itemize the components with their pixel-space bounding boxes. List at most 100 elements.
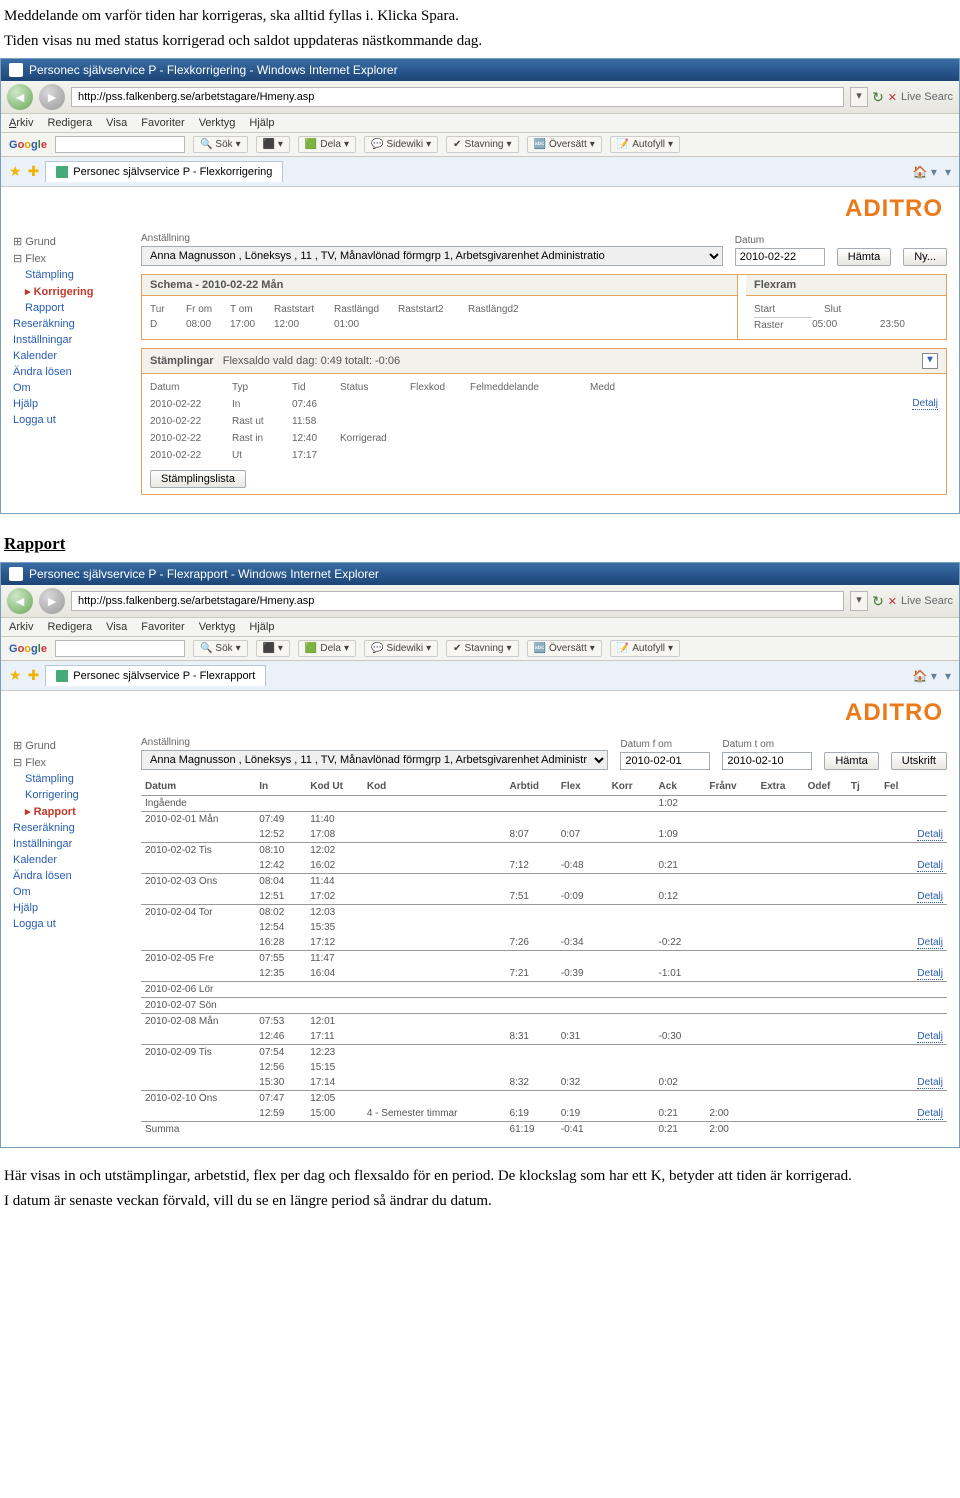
expand-icon[interactable]: ▾ (922, 353, 938, 369)
add-favorite-icon[interactable]: ✚ (28, 667, 40, 684)
detalj-link[interactable]: Detalj (917, 891, 943, 903)
sidebar-stampling[interactable]: Stämpling (25, 267, 123, 283)
hamta-button[interactable]: Hämta (837, 248, 891, 266)
address-bar[interactable] (71, 87, 844, 107)
sidebar-kalender[interactable]: Kalender (13, 852, 123, 868)
sidebar-logga-ut[interactable]: Logga ut (13, 916, 123, 932)
google-spelling-btn[interactable]: ✔ Stavning ▾ (446, 136, 518, 153)
sidebar-flex[interactable]: ⊟ Flex (13, 754, 123, 771)
detalj-link[interactable]: Detalj (917, 1077, 943, 1089)
datum-tom-input[interactable] (722, 752, 812, 770)
favorites-icon[interactable]: ★ (9, 667, 22, 684)
anstallning-select[interactable]: Anna Magnusson , Löneksys , 11 , TV, Mån… (141, 750, 608, 770)
stamplingar-panel: Stämplingar Flexsaldo vald dag: 0:49 tot… (141, 348, 947, 495)
detalj-link[interactable]: Detalj (917, 829, 943, 841)
sidebar-reserakning[interactable]: Reseräkning (13, 316, 123, 332)
stamplingslista-button[interactable]: Stämplingslista (150, 470, 246, 488)
menu-arkiv[interactable]: AArkivrkiv (9, 117, 33, 129)
detalj-link[interactable]: Detalj (917, 860, 943, 872)
sidebar-stampling[interactable]: Stämpling (25, 771, 123, 787)
menu-verktyg[interactable]: Verktyg (199, 117, 236, 129)
google-search-input[interactable] (55, 136, 185, 153)
anstallning-select[interactable]: Anna Magnusson , Löneksys , 11 , TV, Mån… (141, 246, 723, 266)
google-translate-btn[interactable]: 🔤 Översätt ▾ (527, 136, 602, 153)
detalj-link[interactable]: Detalj (917, 968, 943, 980)
google-sidewiki-btn[interactable]: 💬 Sidewiki ▾ (364, 136, 438, 153)
detalj-link[interactable]: Detalj (917, 1031, 943, 1043)
sidebar-andra-losen[interactable]: Ändra lösen (13, 364, 123, 380)
google-search-input[interactable] (55, 640, 185, 657)
utskrift-button[interactable]: Utskrift (891, 752, 947, 770)
sidebar-om[interactable]: Om (13, 884, 123, 900)
google-more-btn[interactable]: ⬛ ▾ (256, 640, 290, 657)
sidebar-korrigering[interactable]: Korrigering (25, 787, 123, 803)
stop-icon[interactable]: ✕ (888, 595, 897, 608)
menu-arkiv[interactable]: Arkiv (9, 621, 33, 633)
page-icon (9, 63, 23, 77)
sidebar-hjalp[interactable]: Hjälp (13, 900, 123, 916)
sidebar-andra-losen[interactable]: Ändra lösen (13, 868, 123, 884)
stop-icon[interactable]: ✕ (888, 91, 897, 104)
sidebar-logga-ut[interactable]: Logga ut (13, 412, 123, 428)
sidebar-rapport[interactable]: Rapport (25, 300, 123, 316)
hamta-button[interactable]: Hämta (824, 752, 878, 770)
datum-tom-label: Datum t om (722, 739, 812, 750)
google-translate-btn[interactable]: 🔤 Översätt ▾ (527, 640, 602, 657)
menu-favoriter[interactable]: Favoriter (141, 621, 184, 633)
google-share-btn[interactable]: 🟩 Dela ▾ (298, 640, 356, 657)
menu-visa[interactable]: Visa (106, 621, 127, 633)
menu-redigera[interactable]: Redigera (47, 117, 92, 129)
back-button[interactable]: ◄ (7, 588, 33, 614)
feed-icon[interactable]: ▾ (945, 669, 951, 683)
detalj-link[interactable]: Detalj (912, 398, 938, 410)
menu-hjalp[interactable]: Hjälp (249, 621, 274, 633)
browser-tab[interactable]: Personec självservice P - Flexkorrigerin… (45, 161, 283, 182)
report-row: 2010-02-04 Tor08:0212:03 (141, 905, 947, 921)
home-icon[interactable]: 🏠 ▾ (913, 165, 937, 179)
sidebar-grund[interactable]: ⊞ Grund (13, 233, 123, 250)
menu-favoriter[interactable]: Favoriter (141, 117, 184, 129)
google-sidewiki-btn[interactable]: 💬 Sidewiki ▾ (364, 640, 438, 657)
datum-fom-input[interactable] (620, 752, 710, 770)
sidebar-installningar[interactable]: Inställningar (13, 836, 123, 852)
sidebar-rapport[interactable]: ▸ Rapport (25, 803, 123, 820)
th-from: Fr om (186, 302, 230, 317)
favorites-icon[interactable]: ★ (9, 163, 22, 180)
datum-input[interactable] (735, 248, 825, 266)
add-favorite-icon[interactable]: ✚ (28, 163, 40, 180)
forward-button[interactable]: ► (39, 588, 65, 614)
sidebar-flex[interactable]: ⊟ Flex (13, 250, 123, 267)
report-row: 12:5415:35 (141, 920, 947, 935)
menu-redigera[interactable]: Redigera (47, 621, 92, 633)
refresh-icon[interactable]: ↻ (872, 89, 884, 106)
google-search-btn[interactable]: 🔍 Sök ▾ (193, 136, 248, 153)
menu-verktyg[interactable]: Verktyg (199, 621, 236, 633)
sidebar-om[interactable]: Om (13, 380, 123, 396)
google-autofill-btn[interactable]: 📝 Autofyll ▾ (610, 640, 680, 657)
url-dropdown[interactable]: ▾ (850, 87, 868, 107)
sidebar-korrigering[interactable]: ▸ Korrigering (25, 283, 123, 300)
browser-tab[interactable]: Personec självservice P - Flexrapport (45, 665, 266, 686)
detalj-link[interactable]: Detalj (917, 937, 943, 949)
address-bar[interactable] (71, 591, 844, 611)
google-search-btn[interactable]: 🔍 Sök ▾ (193, 640, 248, 657)
menu-hjalp[interactable]: Hjälp (249, 117, 274, 129)
forward-button[interactable]: ► (39, 84, 65, 110)
url-dropdown[interactable]: ▾ (850, 591, 868, 611)
refresh-icon[interactable]: ↻ (872, 593, 884, 610)
menu-visa[interactable]: Visa (106, 117, 127, 129)
feed-icon[interactable]: ▾ (945, 165, 951, 179)
google-share-btn[interactable]: 🟩 Dela ▾ (298, 136, 356, 153)
google-autofill-btn[interactable]: 📝 Autofyll ▾ (610, 136, 680, 153)
detalj-link[interactable]: Detalj (917, 1108, 943, 1120)
sidebar-reserakning[interactable]: Reseräkning (13, 820, 123, 836)
back-button[interactable]: ◄ (7, 84, 33, 110)
sidebar-grund[interactable]: ⊞ Grund (13, 737, 123, 754)
ny-button[interactable]: Ny... (903, 248, 947, 266)
sidebar-kalender[interactable]: Kalender (13, 348, 123, 364)
home-icon[interactable]: 🏠 ▾ (913, 669, 937, 683)
sidebar-installningar[interactable]: Inställningar (13, 332, 123, 348)
google-spelling-btn[interactable]: ✔ Stavning ▾ (446, 640, 518, 657)
google-more-btn[interactable]: ⬛ ▾ (256, 136, 290, 153)
sidebar-hjalp[interactable]: Hjälp (13, 396, 123, 412)
